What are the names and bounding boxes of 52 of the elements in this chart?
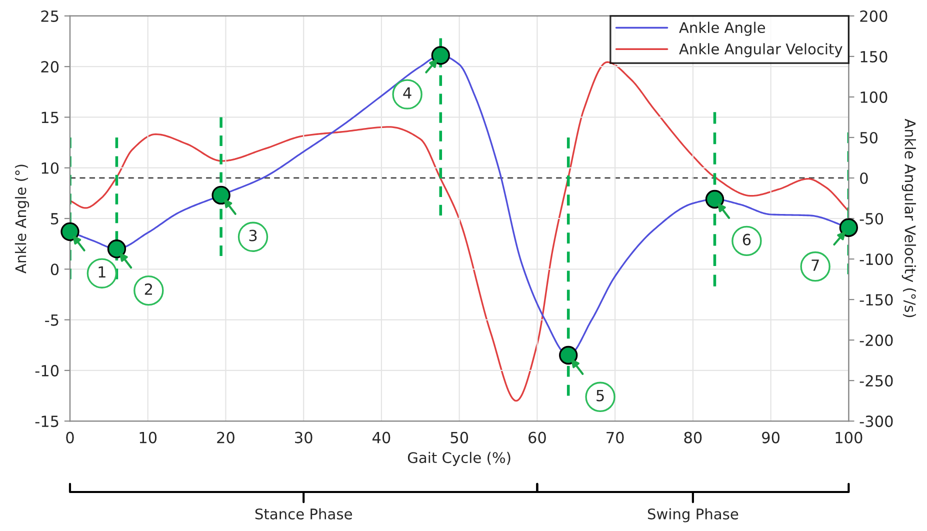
y2-tick-label: 100 (860, 91, 888, 103)
annotation: 6 (742, 234, 751, 246)
y2-tick-label: 0 (860, 172, 868, 184)
text: Swing Phase (648, 508, 738, 522)
x-tick-label: 50 (450, 432, 468, 444)
y2-tick-label: -100 (860, 253, 893, 266)
y2-tick-label: -200 (860, 334, 893, 346)
y-tick-label: -10 (35, 364, 59, 376)
annotation: 2 (144, 283, 152, 295)
y-tick-label: -15 (35, 416, 58, 428)
y-tick-label: 15 (42, 112, 58, 124)
point (559, 346, 578, 365)
legend-label: Ankle Angular Velocity (679, 43, 842, 58)
x-tick-label: 20 (217, 432, 234, 444)
point (60, 222, 80, 242)
y-tick-label: 20 (41, 61, 59, 73)
y-tick-label: 25 (41, 10, 58, 22)
legend-label: Ankle Angle (679, 22, 766, 36)
y2-tick-label: 50 (860, 132, 878, 144)
annotation: 3 (249, 230, 257, 242)
y-axis-title: Ankle Angle (°) (14, 164, 30, 274)
point (705, 190, 724, 209)
x-tick-label: 40 (372, 432, 390, 444)
annotation: 5 (596, 390, 604, 402)
x-tick-label: 100 (836, 432, 862, 444)
point (431, 46, 450, 65)
y-tick-label: 10 (42, 162, 59, 174)
x-tick-label: 0 (66, 432, 74, 444)
y2-tick-label: 200 (860, 10, 888, 22)
point (107, 240, 126, 258)
y2-tick-label: -150 (860, 294, 893, 306)
y2-tick-label: 150 (860, 50, 888, 62)
x-tick-label: 60 (528, 432, 546, 444)
y2-tick-label: -250 (860, 375, 893, 387)
y2-axis-title: Ankle Angular Velocity (°/s) (902, 118, 916, 318)
y-tick-label: 0 (50, 264, 59, 276)
annotation: 7 (812, 260, 819, 271)
y2-tick-label: -300 (860, 416, 893, 428)
annotation: 4 (403, 87, 412, 99)
point (839, 218, 858, 237)
x-tick-label: 70 (606, 432, 624, 444)
y2-tick-label: -50 (860, 212, 884, 225)
x-tick-label: 10 (140, 432, 157, 444)
annotation: 1 (98, 266, 106, 278)
point (212, 186, 230, 205)
y-tick-label: -5 (45, 314, 58, 326)
x-tick-label: 90 (762, 432, 780, 444)
y-tick-label: 5 (51, 213, 58, 225)
x-axis-title: Gait Cycle (%) (408, 452, 510, 466)
x-tick-label: 80 (684, 432, 702, 444)
text: Stance Phase (255, 508, 352, 520)
x-tick-label: 30 (295, 432, 312, 444)
